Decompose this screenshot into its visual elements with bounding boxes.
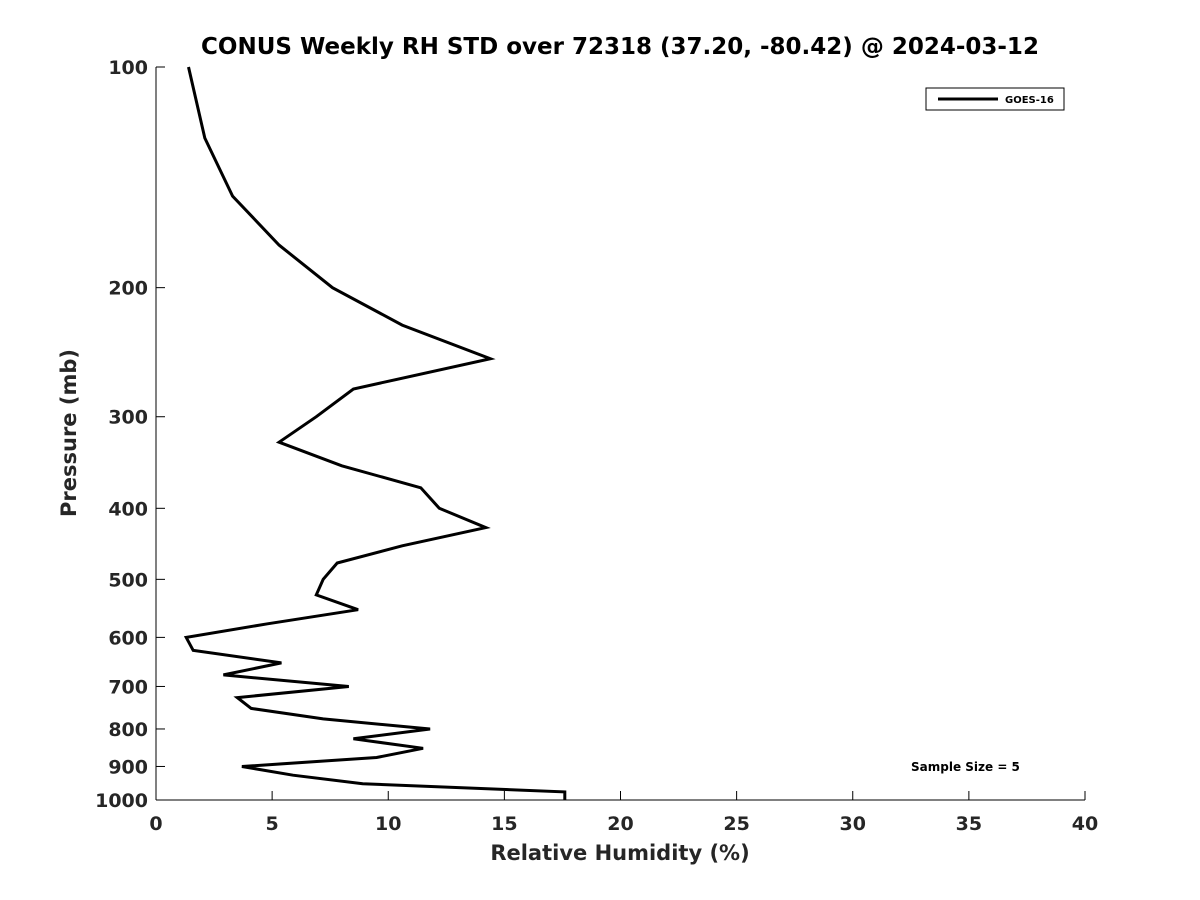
- x-tick-label: 15: [491, 813, 517, 835]
- y-tick-label: 100: [108, 57, 148, 79]
- x-tick-label: 30: [840, 813, 866, 835]
- y-tick-label: 700: [108, 676, 148, 698]
- y-tick-label: 800: [108, 719, 148, 741]
- x-tick-label: 5: [266, 813, 279, 835]
- y-ticks: 100 200 300 400 500 600 700 800 900 1000: [95, 57, 165, 812]
- y-tick-label: 500: [108, 569, 148, 591]
- y-axis-label: Pressure (mb): [57, 349, 81, 517]
- x-axis-label: Relative Humidity (%): [490, 841, 749, 865]
- y-tick-label: 300: [108, 407, 148, 429]
- x-tick-label: 20: [607, 813, 633, 835]
- y-tick-label: 1000: [95, 790, 148, 812]
- y-tick-label: 200: [108, 278, 148, 300]
- series-layer: [183, 66, 567, 800]
- sample-size-annotation: Sample Size = 5: [911, 760, 1020, 774]
- legend-label-goes-16: GOES-16: [1005, 95, 1054, 106]
- y-tick-label: 900: [108, 756, 148, 778]
- x-tick-label: 25: [723, 813, 749, 835]
- x-tick-label: 0: [149, 813, 162, 835]
- y-tick-label: 400: [108, 498, 148, 520]
- x-tick-label: 40: [1072, 813, 1098, 835]
- chart-title: CONUS Weekly RH STD over 72318 (37.20, -…: [201, 34, 1039, 60]
- legend: GOES-16: [925, 87, 1065, 111]
- y-tick-label: 600: [108, 627, 148, 649]
- axes: [155, 67, 1085, 801]
- x-tick-label: 10: [375, 813, 401, 835]
- x-ticks: 0 5 10 15 20 25 30 35 40: [149, 791, 1098, 835]
- series-line-goes-16: [183, 66, 567, 800]
- x-tick-label: 35: [956, 813, 982, 835]
